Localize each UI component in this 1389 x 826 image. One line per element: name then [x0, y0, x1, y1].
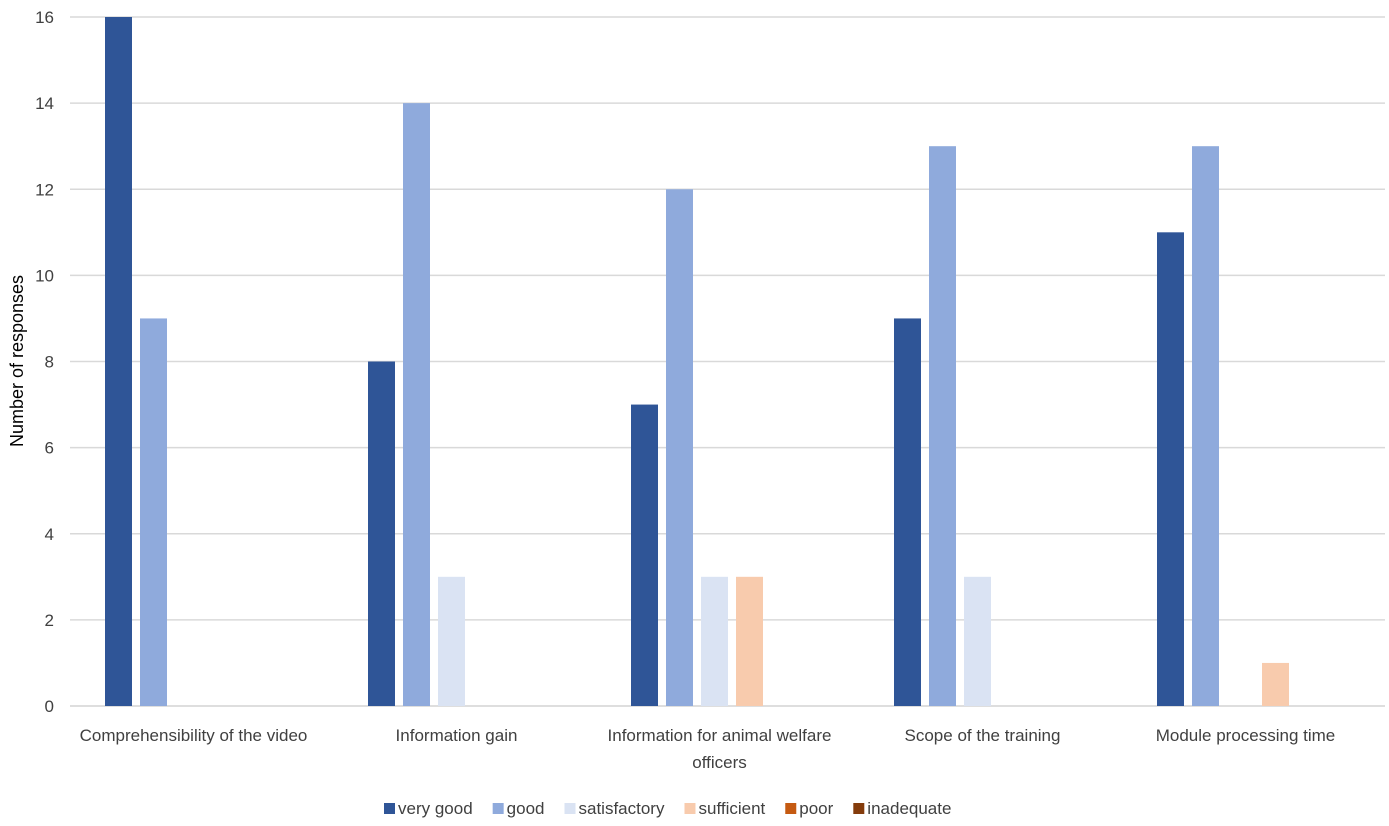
- y-tick-label: 16: [35, 8, 54, 27]
- x-category-label: officers: [692, 753, 747, 772]
- x-category-label: Scope of the training: [905, 726, 1061, 745]
- x-axis-categories: Comprehensibility of the video Informatio…: [80, 726, 1336, 772]
- x-category-label: Comprehensibility of the video: [80, 726, 308, 745]
- x-category-label: Information for animal welfare: [608, 726, 832, 745]
- bar-satisfactory-1: [438, 576, 465, 706]
- x-category-label: Module processing time: [1156, 726, 1336, 745]
- y-tick-label: 6: [45, 439, 54, 458]
- legend-label-very-good: very good: [398, 799, 473, 818]
- y-tick-label: 0: [45, 697, 54, 716]
- y-tick-label: 4: [45, 525, 54, 544]
- bar-good-4: [1192, 146, 1219, 706]
- bar-very-good-1: [368, 361, 395, 706]
- y-tick-label: 2: [45, 611, 54, 630]
- bars: [105, 17, 1289, 706]
- bar-good-0: [140, 318, 167, 706]
- legend-swatch-satisfactory: [564, 803, 576, 814]
- legend-swatch-poor: [785, 803, 797, 814]
- y-tick-label: 8: [45, 353, 54, 372]
- bar-good-2: [666, 189, 693, 706]
- legend-label-inadequate: inadequate: [867, 799, 951, 818]
- bar-very-good-4: [1157, 232, 1184, 706]
- bar-satisfactory-3: [964, 576, 991, 706]
- legend-swatch-very-good: [384, 803, 395, 814]
- bar-very-good-2: [631, 404, 658, 706]
- legend-label-poor: poor: [799, 799, 833, 818]
- legend-swatch-inadequate: [853, 803, 865, 814]
- legend-swatch-good: [492, 803, 504, 814]
- bar-good-3: [929, 146, 956, 706]
- y-tick-label: 14: [35, 94, 54, 113]
- legend-label-sufficient: sufficient: [698, 799, 765, 818]
- y-axis-ticks: 0 2 4 6 8 10 12 14 16: [35, 8, 54, 716]
- bar-sufficient-2: [736, 576, 763, 706]
- bar-very-good-0: [105, 17, 132, 706]
- legend-label-good: good: [507, 799, 545, 818]
- legend-label-satisfactory: satisfactory: [579, 799, 665, 818]
- bar-satisfactory-2: [701, 576, 728, 706]
- x-category-label: Information gain: [396, 726, 518, 745]
- legend-swatch-sufficient: [684, 803, 696, 814]
- bar-very-good-3: [894, 318, 921, 706]
- y-axis-title: Number of responses: [7, 275, 27, 447]
- bar-good-1: [403, 103, 430, 706]
- y-tick-label: 12: [35, 180, 54, 199]
- bar-sufficient-4: [1262, 662, 1289, 706]
- y-tick-label: 10: [35, 266, 54, 285]
- legend: very good good satisfactory sufficient poor i…: [384, 799, 951, 818]
